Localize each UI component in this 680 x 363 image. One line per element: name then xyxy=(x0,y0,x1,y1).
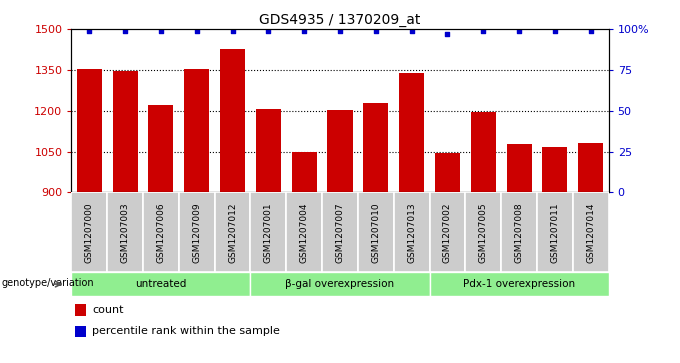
Bar xyxy=(179,192,215,272)
Text: GSM1207011: GSM1207011 xyxy=(550,202,560,263)
Bar xyxy=(578,143,603,192)
Bar xyxy=(184,69,209,192)
Point xyxy=(299,28,309,33)
Bar xyxy=(573,192,609,272)
Text: GSM1207010: GSM1207010 xyxy=(371,202,380,263)
Bar xyxy=(250,192,286,272)
Bar xyxy=(501,192,537,272)
Point xyxy=(478,28,489,33)
Bar xyxy=(71,272,250,296)
Point xyxy=(585,28,596,33)
Bar xyxy=(292,152,317,192)
Bar xyxy=(394,192,430,272)
Bar xyxy=(215,192,250,272)
Bar xyxy=(75,304,86,316)
Point xyxy=(156,28,167,33)
Text: Pdx-1 overexpression: Pdx-1 overexpression xyxy=(463,279,575,289)
Point xyxy=(406,28,417,33)
Text: GSM1207006: GSM1207006 xyxy=(156,202,165,263)
Text: GSM1207007: GSM1207007 xyxy=(335,202,345,263)
Text: percentile rank within the sample: percentile rank within the sample xyxy=(92,326,280,336)
Bar xyxy=(537,192,573,272)
Bar xyxy=(465,192,501,272)
Text: GSM1207003: GSM1207003 xyxy=(120,202,130,263)
Bar xyxy=(143,192,179,272)
Text: GSM1207004: GSM1207004 xyxy=(300,202,309,262)
Point xyxy=(371,28,381,33)
Bar xyxy=(471,111,496,192)
Text: GSM1207012: GSM1207012 xyxy=(228,202,237,262)
Bar xyxy=(328,110,352,192)
Point xyxy=(549,28,560,33)
Point xyxy=(227,28,238,33)
Text: GSM1207002: GSM1207002 xyxy=(443,202,452,262)
Bar xyxy=(435,153,460,192)
Bar xyxy=(220,49,245,192)
Bar xyxy=(107,192,143,272)
Bar xyxy=(430,272,609,296)
Text: genotype/variation: genotype/variation xyxy=(1,278,94,288)
Bar xyxy=(358,192,394,272)
Bar xyxy=(148,105,173,192)
Bar xyxy=(286,192,322,272)
Point xyxy=(263,28,274,33)
Bar xyxy=(543,147,567,192)
Bar xyxy=(71,192,107,272)
Text: β-gal overexpression: β-gal overexpression xyxy=(286,279,394,289)
Bar xyxy=(322,192,358,272)
Text: GSM1207001: GSM1207001 xyxy=(264,202,273,263)
Text: GSM1207000: GSM1207000 xyxy=(85,202,94,263)
Text: untreated: untreated xyxy=(135,279,186,289)
Point xyxy=(120,28,131,33)
Bar xyxy=(75,326,86,337)
Bar xyxy=(77,69,102,192)
Point xyxy=(442,31,453,37)
Point xyxy=(84,28,95,33)
Point xyxy=(335,28,345,33)
Text: GSM1207005: GSM1207005 xyxy=(479,202,488,263)
Text: GSM1207008: GSM1207008 xyxy=(515,202,524,263)
Text: GSM1207009: GSM1207009 xyxy=(192,202,201,263)
Bar xyxy=(363,102,388,192)
Title: GDS4935 / 1370209_at: GDS4935 / 1370209_at xyxy=(259,13,421,26)
Text: GSM1207013: GSM1207013 xyxy=(407,202,416,263)
Text: count: count xyxy=(92,305,124,315)
Bar xyxy=(250,272,430,296)
Bar xyxy=(399,73,424,192)
Point xyxy=(191,28,202,33)
Bar xyxy=(256,109,281,192)
Bar xyxy=(507,144,532,192)
Text: GSM1207014: GSM1207014 xyxy=(586,202,595,262)
Bar xyxy=(430,192,465,272)
Point xyxy=(513,28,524,33)
Bar xyxy=(113,71,137,192)
